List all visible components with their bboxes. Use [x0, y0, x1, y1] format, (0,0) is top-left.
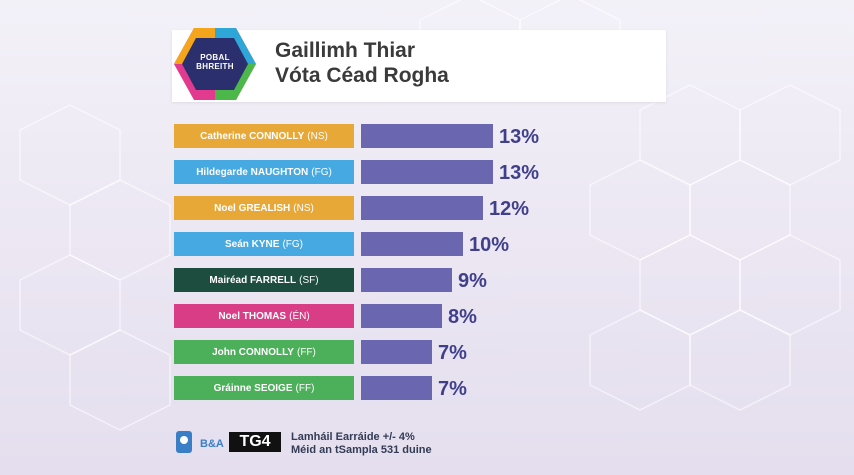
bar-row: Mairéad FARRELL (SF) 9% — [174, 268, 574, 292]
rte-logo-icon — [176, 431, 192, 453]
value-label: 8% — [448, 306, 477, 328]
candidate-name: Catherine CONNOLLY — [200, 130, 305, 142]
candidate-label: Gráinne SEOIGE (FF) — [174, 376, 354, 400]
value-label: 7% — [438, 342, 467, 364]
page-subtitle: Vóta Céad Rogha — [275, 64, 449, 87]
bar — [361, 124, 493, 148]
bar — [361, 340, 432, 364]
bar-row: Seán KYNE (FG) 10% — [174, 232, 574, 256]
value-label: 13% — [499, 126, 540, 148]
value-label: 10% — [469, 234, 510, 256]
candidate-label: John CONNOLLY (FF) — [174, 340, 354, 364]
logo-line-1: POBAL — [200, 53, 230, 62]
candidate-party: (ÉN) — [289, 310, 310, 322]
bar — [361, 196, 483, 220]
candidate-label: Catherine CONNOLLY (NS) — [174, 124, 354, 148]
bar-row: Noel THOMAS (ÉN) 8% — [174, 304, 574, 328]
candidate-party: (NS) — [293, 202, 314, 214]
value-label: 13% — [499, 162, 540, 184]
candidate-party: (FF) — [295, 382, 315, 394]
margin-of-error-text: Lamháil Earráide +/- 4% — [291, 431, 415, 443]
value-label: 12% — [489, 198, 530, 220]
bar — [361, 160, 493, 184]
candidate-label: Mairéad FARRELL (SF) — [174, 268, 354, 292]
bar-row: Hildegarde NAUGHTON (FG) 13% — [174, 160, 574, 184]
tg4-logo: TG4 — [229, 432, 281, 452]
value-label: 7% — [438, 378, 467, 400]
bar — [361, 376, 432, 400]
candidate-name: John CONNOLLY — [212, 346, 294, 358]
candidate-name: Hildegarde NAUGHTON — [196, 166, 309, 178]
candidate-party: (SF) — [299, 274, 319, 286]
bar-row: Gráinne SEOIGE (FF) 7% — [174, 376, 574, 400]
candidate-name: Mairéad FARRELL — [209, 274, 297, 286]
candidate-party: (NS) — [307, 130, 328, 142]
value-label: 9% — [458, 270, 487, 292]
sample-size-text: Méid an tSampla 531 duine — [291, 444, 432, 456]
candidate-party: (FF) — [296, 346, 316, 358]
bar-row: John CONNOLLY (FF) 7% — [174, 340, 574, 364]
candidate-party: (FG) — [282, 238, 303, 250]
bar — [361, 232, 463, 256]
candidate-name: Noel THOMAS — [218, 310, 287, 322]
bar — [361, 268, 452, 292]
candidate-name: Noel GREALISH — [214, 202, 291, 214]
candidate-label: Seán KYNE (FG) — [174, 232, 354, 256]
candidate-party: (FG) — [311, 166, 332, 178]
page-title: Gaillimh Thiar — [275, 39, 416, 62]
logo-line-2: BHREITH — [196, 62, 234, 71]
bar-row: Noel GREALISH (NS) 12% — [174, 196, 574, 220]
candidate-label: Noel THOMAS (ÉN) — [174, 304, 354, 328]
logo-wordmark: POBAL BHREITH — [186, 53, 244, 71]
candidate-name: Gráinne SEOIGE — [213, 382, 293, 394]
candidate-name: Seán KYNE — [224, 238, 280, 250]
ba-logo: B&A — [200, 438, 224, 450]
candidate-label: Noel GREALISH (NS) — [174, 196, 354, 220]
bar-row: Catherine CONNOLLY (NS) 13% — [174, 124, 574, 148]
bar — [361, 304, 442, 328]
pobal-bhreith-logo-icon — [174, 28, 256, 100]
candidate-label: Hildegarde NAUGHTON (FG) — [174, 160, 354, 184]
